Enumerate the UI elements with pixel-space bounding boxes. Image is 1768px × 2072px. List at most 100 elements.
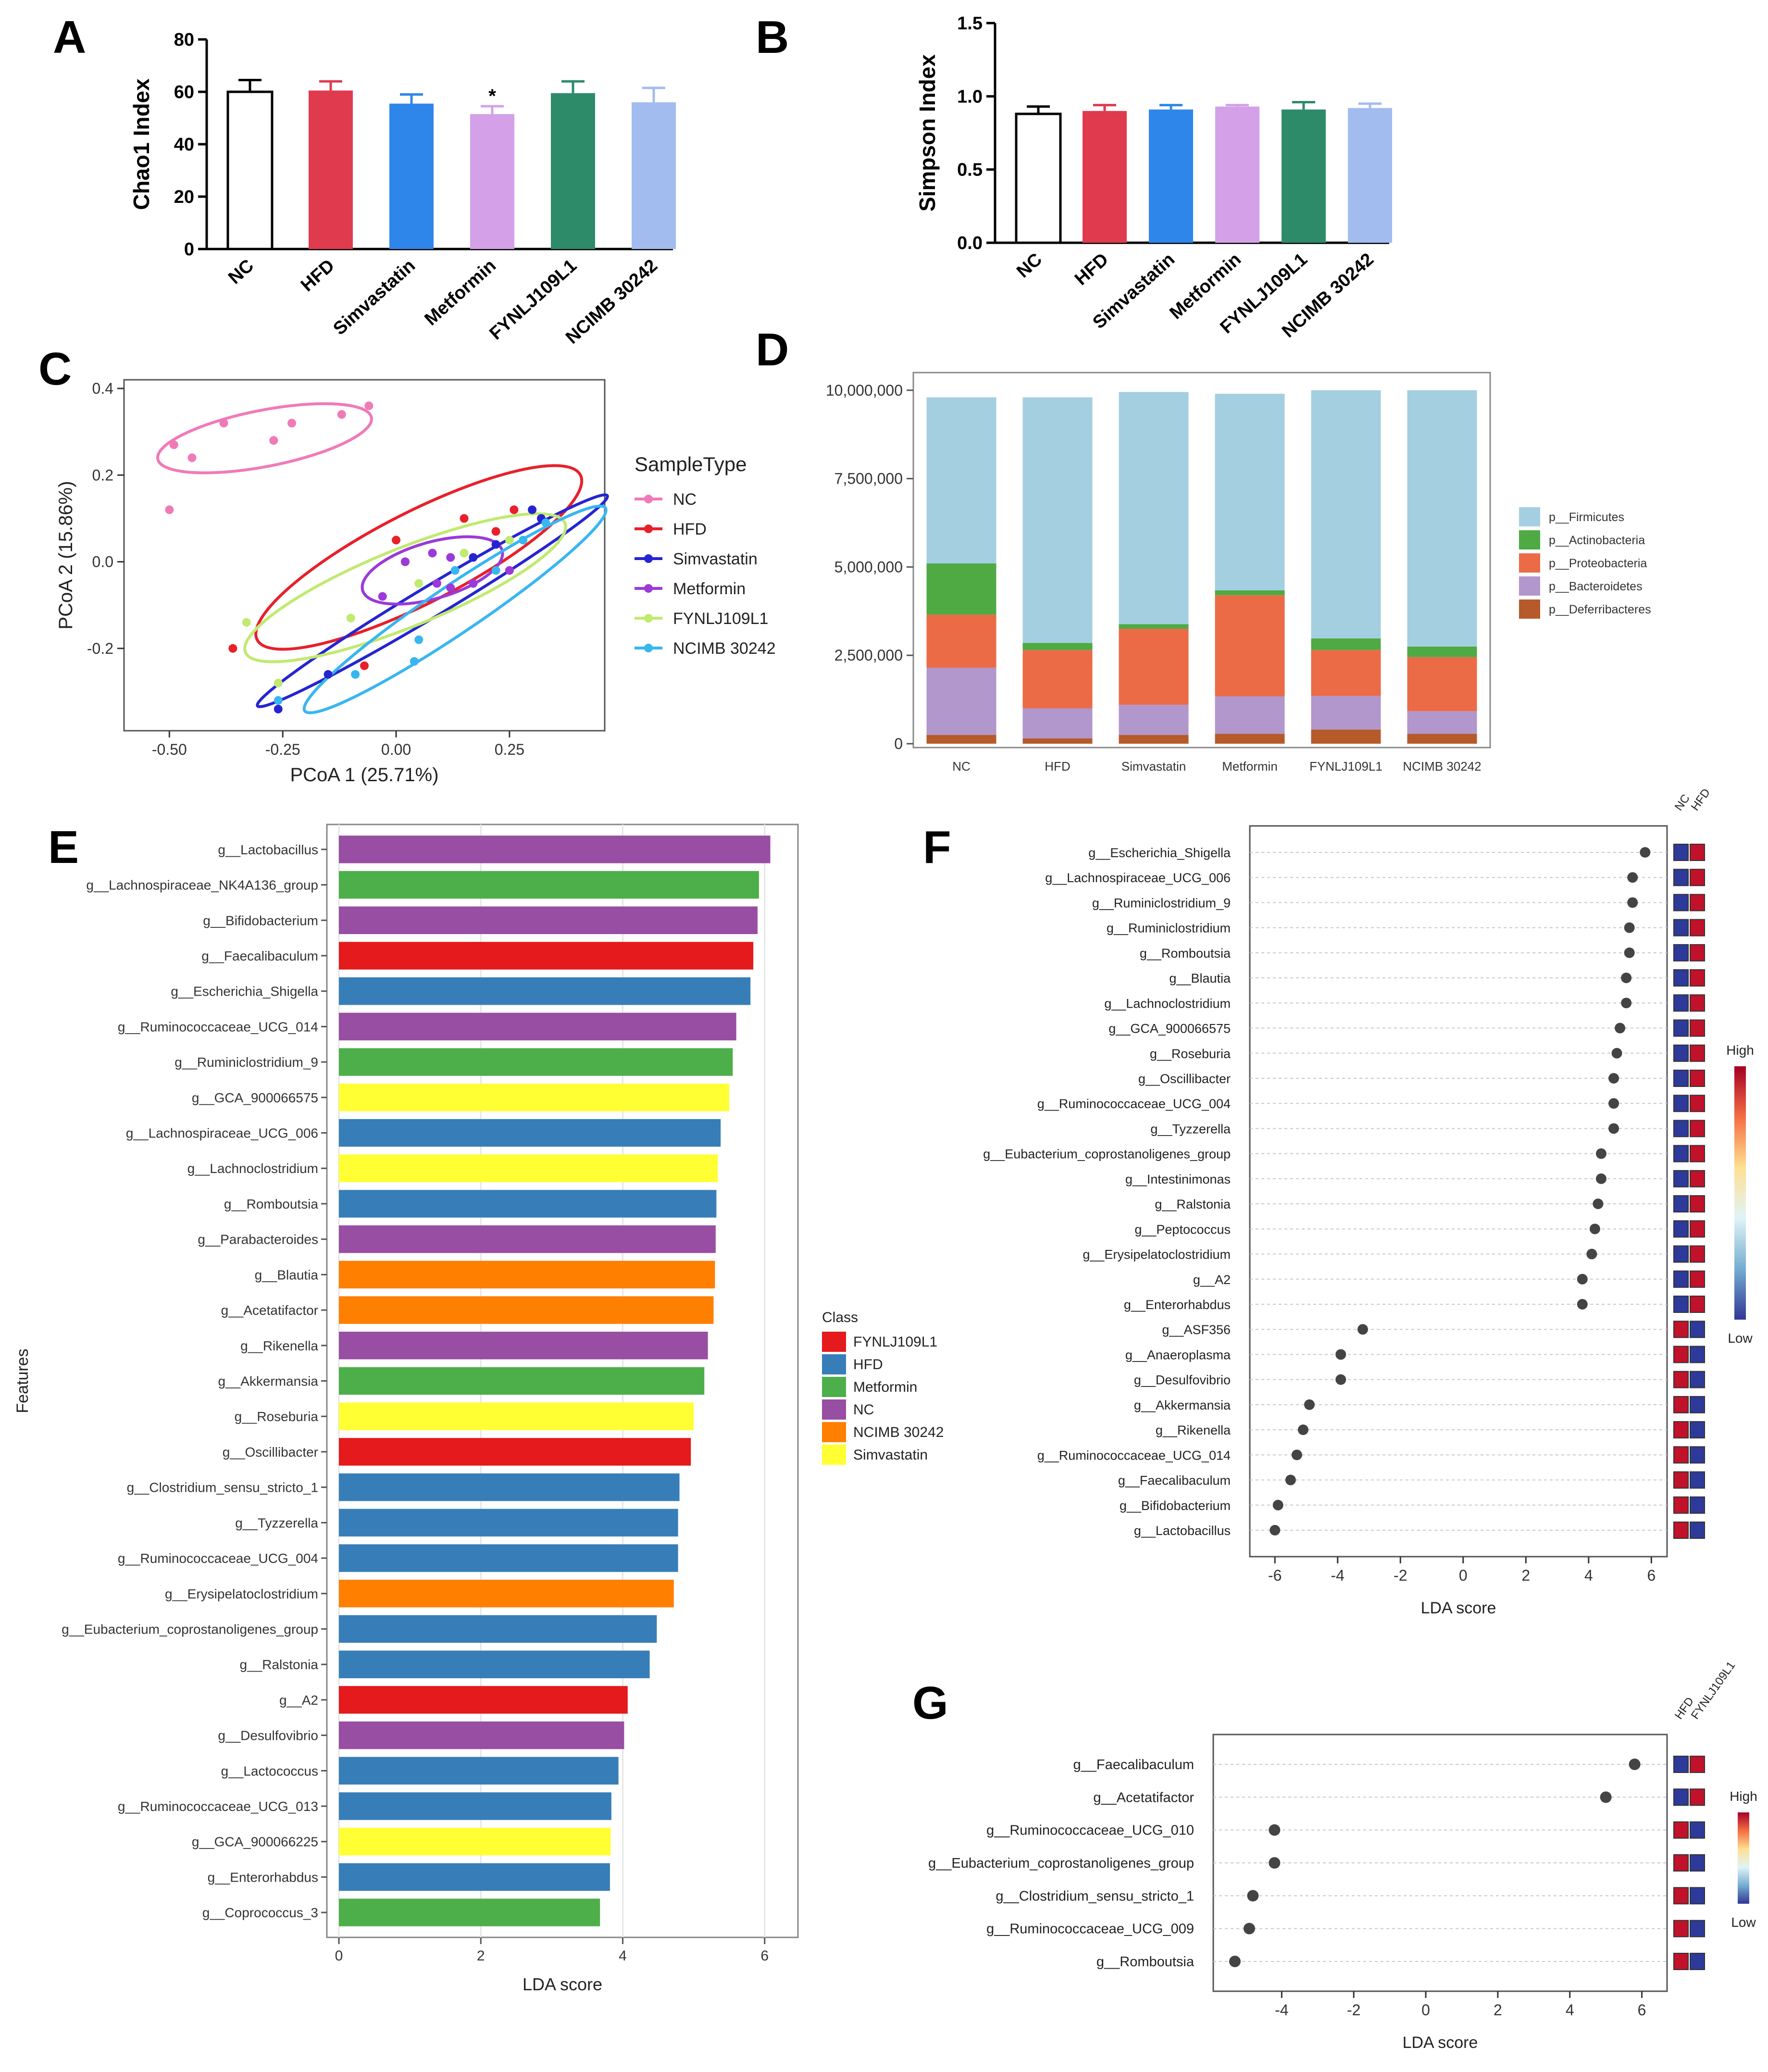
heat-scale-high-label: High xyxy=(1730,1789,1757,1804)
bar-g-acetatifactor xyxy=(339,1296,714,1324)
point-nc xyxy=(187,453,197,462)
feature-label-g-romboutsia: g__Romboutsia xyxy=(1096,1954,1195,1970)
heat-scale-bar xyxy=(1734,1066,1746,1320)
bar-ncimb-30242-p-proteobacteria xyxy=(1407,657,1477,711)
heat-cell-nc-g-romboutsia xyxy=(1673,944,1689,961)
heat-cell-hfd-g-ruminiclostridium-9 xyxy=(1690,894,1705,911)
feature-label-g-eubacterium-coprostanoligenes-group: g__Eubacterium_coprostanoligenes_group xyxy=(62,1622,318,1636)
feature-label-g-lachnoclostridium: g__Lachnoclostridium xyxy=(187,1161,318,1176)
ellipse-ncimb-30242 xyxy=(302,504,608,714)
x-tick-label: 2 xyxy=(1494,2001,1502,2019)
feature-label-g-acetatifactor: g__Acetatifactor xyxy=(221,1303,318,1318)
x-tick-label: 0.00 xyxy=(381,741,411,758)
x-tick-label: 6 xyxy=(760,1948,769,1964)
feature-label-g-faecalibaculum: g__Faecalibaculum xyxy=(1118,1473,1231,1488)
legend-swatch-p-deferribacteres xyxy=(1519,599,1540,619)
feature-label-g-parabacteroides: g__Parabacteroides xyxy=(198,1232,318,1247)
bar-g-clostridium-sensu-stricto-1 xyxy=(339,1473,680,1501)
point-nc xyxy=(169,440,178,449)
feature-label-g-gca-900066575: g__GCA_900066575 xyxy=(1108,1022,1231,1036)
heat-cell-fynlj109l1-g-acetatifactor xyxy=(1690,1788,1705,1806)
bar-g-faecalibaculum xyxy=(339,942,754,970)
heat-cell-hfd-g-romboutsia xyxy=(1690,944,1705,961)
feature-label-g-roseburia: g__Roseburia xyxy=(1150,1047,1231,1061)
x-tick-label-nc: NC xyxy=(224,255,258,288)
heat-cell-nc-g-desulfovibrio xyxy=(1673,1371,1689,1388)
heat-cell-hfd-g-ralstonia xyxy=(1690,1195,1705,1213)
heat-cell-hfd-g-ruminococcaceae-ucg-009 xyxy=(1673,1920,1689,1937)
feature-label-g-oscillibacter: g__Oscillibacter xyxy=(1138,1072,1231,1086)
point-simvastatin xyxy=(491,540,500,549)
feature-label-g-lactobacillus: g__Lactobacillus xyxy=(218,842,318,857)
dot-g-ruminiclostridium-9 xyxy=(1627,897,1638,908)
bar-nc-p-bacteroidetes xyxy=(926,667,996,735)
x-tick-label: 0 xyxy=(1459,1567,1468,1584)
heat-cell-nc-g-faecalibaculum xyxy=(1673,1471,1689,1489)
bar-fynlj109l1 xyxy=(551,93,595,249)
heat-scale-low-label: Low xyxy=(1728,1331,1753,1346)
legend-swatch-nc xyxy=(822,1399,846,1420)
dot-g-eubacterium-coprostanoligenes-group xyxy=(1269,1857,1281,1869)
x-tick-label-metformin: Metformin xyxy=(1222,759,1278,774)
legend-title: Class xyxy=(822,1310,858,1325)
heat-cell-hfd-g-bifidobacterium xyxy=(1690,1496,1705,1514)
bar-nc xyxy=(226,90,274,250)
bar-g-lachnospiraceae-ucg-006 xyxy=(339,1119,721,1147)
bar-ncimb-30242 xyxy=(632,102,676,250)
ellipse-nc xyxy=(156,402,373,474)
bar-simvastatin-p-firmicutes xyxy=(1119,392,1189,624)
feature-label-g-romboutsia: g__Romboutsia xyxy=(224,1197,319,1211)
significance-star: * xyxy=(488,86,496,107)
legend-dot-ncimb-30242 xyxy=(644,644,653,652)
y-tick-label: 80 xyxy=(174,30,194,50)
x-tick-label-ncimb-30242: NCIMB 30242 xyxy=(1403,759,1481,774)
feature-label-g-a2: g__A2 xyxy=(1193,1273,1231,1287)
bar-nc xyxy=(1015,112,1062,244)
heat-cell-nc-g-tyzzerella xyxy=(1673,1120,1689,1137)
legend-label-simvastatin: Simvastatin xyxy=(673,550,758,568)
bar-fynlj109l1-p-deferribacteres xyxy=(1311,729,1381,744)
feature-label-g-lachnoclostridium: g__Lachnoclostridium xyxy=(1104,996,1231,1011)
feature-label-g-lactobacillus: g__Lactobacillus xyxy=(1134,1523,1231,1538)
dot-g-ruminococcaceae-ucg-010 xyxy=(1269,1824,1281,1836)
bar-fynlj109l1-p-proteobacteria xyxy=(1311,650,1381,696)
bar-g-romboutsia xyxy=(339,1190,717,1218)
point-fynlj109l1 xyxy=(460,549,469,558)
feature-label-g-coprococcus-3: g__Coprococcus_3 xyxy=(202,1905,318,1920)
x-tick-label: -4 xyxy=(1275,2001,1288,2019)
legend-swatch-simvastatin xyxy=(822,1445,846,1465)
panel-letter-d: D xyxy=(756,324,789,375)
x-tick-label: 4 xyxy=(1566,2001,1574,2019)
dot-g-blautia xyxy=(1621,973,1632,984)
point-simvastatin xyxy=(528,505,537,514)
heat-cell-nc-g-oscillibacter xyxy=(1673,1070,1689,1087)
heat-cell-nc-g-akkermansia xyxy=(1673,1396,1689,1413)
point-ncimb-30242 xyxy=(450,566,460,575)
point-metformin xyxy=(400,557,410,566)
plot-frame xyxy=(912,372,1491,749)
feature-label-g-lachnospiraceae-ucg-006: g__Lachnospiraceae_UCG_006 xyxy=(1045,871,1231,885)
bar-metformin-p-proteobacteria xyxy=(1215,595,1285,697)
x-tick-label: 0 xyxy=(335,1948,343,1964)
point-metformin xyxy=(446,583,455,592)
point-fynlj109l1 xyxy=(505,536,514,545)
point-ncimb-30242 xyxy=(274,696,283,705)
bar-g-escherichia-shigella xyxy=(339,977,751,1005)
dot-g-roseburia xyxy=(1611,1048,1622,1059)
bar-metformin-p-actinobacteria xyxy=(1215,590,1285,596)
bar-hfd-p-proteobacteria xyxy=(1022,650,1093,709)
dot-g-eubacterium-coprostanoligenes-group xyxy=(1595,1148,1606,1159)
x-tick-label-nc: NC xyxy=(1013,249,1046,282)
x-tick-label: -2 xyxy=(1347,2001,1360,2019)
feature-label-g-desulfovibrio: g__Desulfovibrio xyxy=(218,1728,318,1743)
point-hfd xyxy=(460,514,469,523)
point-nc xyxy=(269,436,278,445)
x-tick-label: -4 xyxy=(1331,1567,1345,1584)
bar-ncimb-30242 xyxy=(1348,108,1392,243)
bar-hfd-p-bacteroidetes xyxy=(1022,708,1093,738)
legend-label-metformin: Metformin xyxy=(853,1379,917,1395)
dot-g-rikenella xyxy=(1297,1424,1308,1435)
heat-cell-nc-g-erysipelatoclostridium xyxy=(1673,1245,1689,1263)
x-tick-label-nc: NC xyxy=(952,759,971,774)
